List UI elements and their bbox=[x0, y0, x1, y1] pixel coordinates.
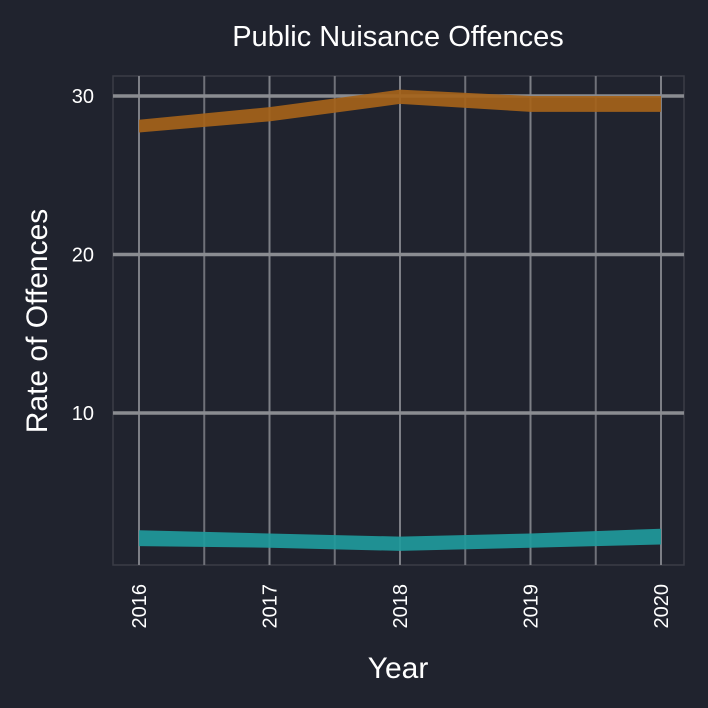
y-tick-label: 10 bbox=[72, 403, 94, 425]
series-ribbon-1 bbox=[139, 89, 661, 133]
y-tick-label: 20 bbox=[72, 245, 94, 267]
x-axis-label: Year bbox=[368, 652, 429, 685]
chart-title: Public Nuisance Offences bbox=[232, 21, 564, 53]
y-axis-label: Rate of Offences bbox=[21, 209, 54, 434]
x-tick-label: 2016 bbox=[129, 584, 151, 629]
x-tick-label: 2018 bbox=[390, 584, 412, 629]
x-tick-label: 2017 bbox=[260, 584, 282, 629]
series-ribbon-2 bbox=[139, 528, 661, 551]
y-tick-label: 30 bbox=[72, 86, 94, 108]
x-tick-label: 2019 bbox=[521, 584, 543, 629]
plot-area: 10 20 30 2016 2017 2018 2019 2020 bbox=[72, 75, 685, 629]
plot-panel bbox=[112, 75, 685, 566]
x-tick-label: 2020 bbox=[651, 584, 673, 629]
